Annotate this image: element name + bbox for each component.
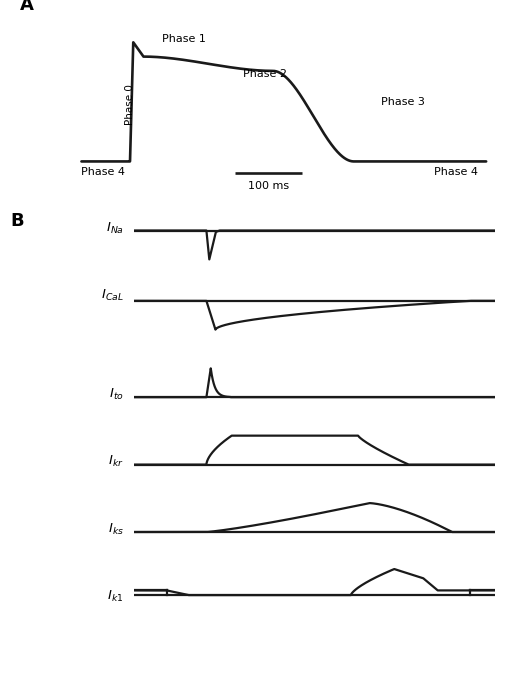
Text: Phase 2: Phase 2 bbox=[244, 69, 287, 79]
Text: $\mathit{I}$$_{\mathit{CaL}}$: $\mathit{I}$$_{\mathit{CaL}}$ bbox=[101, 288, 124, 303]
Text: 100 ms: 100 ms bbox=[248, 181, 289, 190]
Text: $\mathit{I}$$_{\mathit{ks}}$: $\mathit{I}$$_{\mathit{ks}}$ bbox=[108, 522, 124, 537]
Text: $\mathit{I}$$_{\mathit{k1}}$: $\mathit{I}$$_{\mathit{k1}}$ bbox=[107, 589, 124, 604]
Text: $\mathit{I}$$_{\mathit{kr}}$: $\mathit{I}$$_{\mathit{kr}}$ bbox=[108, 455, 124, 469]
Text: $\mathit{I}$$_{\mathit{Na}}$: $\mathit{I}$$_{\mathit{Na}}$ bbox=[106, 221, 124, 236]
Text: A: A bbox=[20, 0, 34, 14]
Text: $\mathit{I}$$_{\mathit{to}}$: $\mathit{I}$$_{\mathit{to}}$ bbox=[109, 387, 124, 402]
Text: Phase 0: Phase 0 bbox=[124, 84, 135, 124]
Text: Phase 4: Phase 4 bbox=[82, 167, 125, 177]
Text: Phase 4: Phase 4 bbox=[433, 167, 477, 177]
Text: Phase 1: Phase 1 bbox=[163, 34, 206, 44]
Text: B: B bbox=[10, 212, 24, 230]
Text: Phase 3: Phase 3 bbox=[381, 97, 425, 107]
